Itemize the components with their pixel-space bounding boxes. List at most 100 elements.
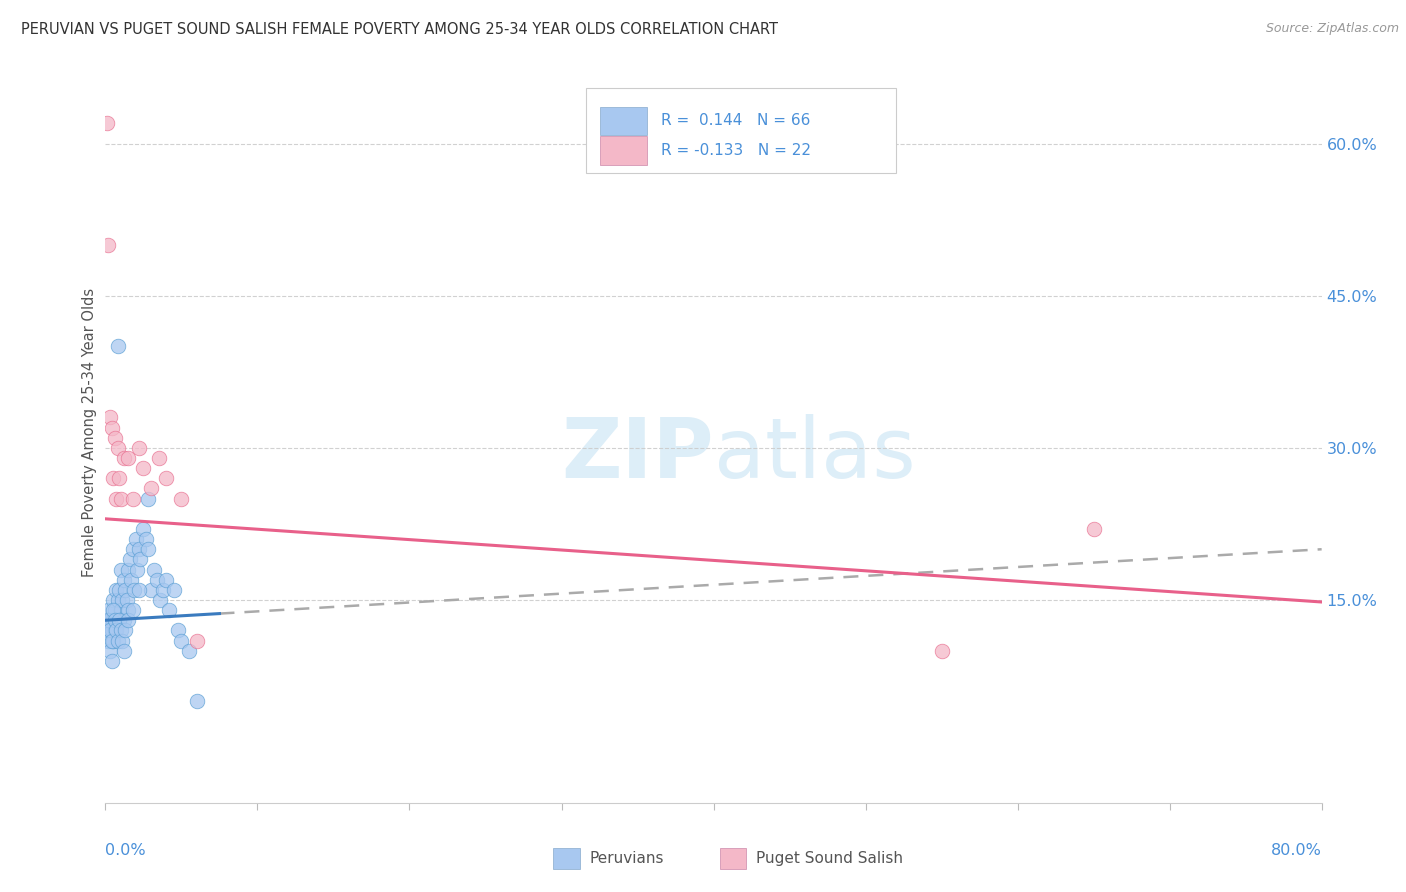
Point	[170, 491, 193, 506]
Point	[98, 643, 121, 657]
Point	[114, 624, 136, 638]
Point	[110, 603, 132, 617]
Point	[186, 694, 208, 708]
Text: Peruvians: Peruvians	[589, 851, 664, 866]
Point	[129, 552, 152, 566]
Point	[112, 450, 135, 465]
Point	[152, 582, 174, 597]
Point	[124, 582, 146, 597]
Bar	[600, 107, 647, 135]
Text: R =  0.144   N = 66: R = 0.144 N = 66	[661, 113, 811, 128]
Point	[118, 552, 141, 566]
Point	[103, 603, 125, 617]
Point	[107, 593, 129, 607]
Point	[111, 633, 134, 648]
Point	[100, 654, 122, 668]
Bar	[600, 136, 647, 165]
Point	[121, 542, 143, 557]
Point	[100, 633, 122, 648]
Point	[110, 491, 132, 506]
Point	[105, 613, 128, 627]
Point	[101, 593, 124, 607]
Point	[108, 582, 131, 597]
Point	[110, 624, 132, 638]
Bar	[553, 848, 579, 869]
Point	[148, 450, 170, 465]
Point	[139, 582, 162, 597]
Point	[112, 613, 135, 627]
Point	[97, 603, 120, 617]
Point	[96, 624, 118, 638]
Point	[101, 603, 124, 617]
Point	[167, 624, 190, 638]
Point	[100, 624, 122, 638]
Bar	[720, 848, 747, 869]
Point	[98, 613, 121, 627]
Point	[149, 593, 172, 607]
Point	[120, 573, 142, 587]
Point	[103, 624, 125, 638]
Point	[96, 116, 118, 130]
Point	[108, 471, 131, 485]
Point	[117, 603, 139, 617]
Point	[97, 238, 120, 252]
Point	[931, 643, 953, 657]
Point	[155, 573, 177, 587]
Text: Source: ZipAtlas.com: Source: ZipAtlas.com	[1265, 22, 1399, 36]
Point	[108, 613, 131, 627]
Point	[1083, 522, 1105, 536]
Point	[98, 624, 121, 638]
Point	[139, 482, 162, 496]
Point	[97, 613, 120, 627]
Point	[101, 471, 124, 485]
Point	[146, 573, 169, 587]
FancyBboxPatch shape	[586, 88, 896, 173]
Point	[105, 624, 128, 638]
Point	[112, 573, 135, 587]
Point	[128, 441, 150, 455]
Point	[117, 613, 139, 627]
Point	[117, 450, 139, 465]
Point	[136, 542, 159, 557]
Point	[143, 562, 166, 576]
Point	[101, 613, 124, 627]
Y-axis label: Female Poverty Among 25-34 Year Olds: Female Poverty Among 25-34 Year Olds	[82, 288, 97, 577]
Point	[110, 562, 132, 576]
Point	[135, 532, 157, 546]
Point	[108, 613, 131, 627]
Point	[157, 603, 180, 617]
Point	[107, 441, 129, 455]
Point	[115, 593, 138, 607]
Point	[97, 633, 120, 648]
Point	[103, 613, 125, 627]
Point	[170, 633, 193, 648]
Point	[177, 643, 200, 657]
Point	[98, 410, 121, 425]
Point	[128, 582, 150, 597]
Point	[111, 593, 134, 607]
Point	[132, 461, 155, 475]
Point	[114, 582, 136, 597]
Point	[186, 633, 208, 648]
Point	[117, 562, 139, 576]
Point	[155, 471, 177, 485]
Point	[121, 491, 143, 506]
Text: PERUVIAN VS PUGET SOUND SALISH FEMALE POVERTY AMONG 25-34 YEAR OLDS CORRELATION : PERUVIAN VS PUGET SOUND SALISH FEMALE PO…	[21, 22, 778, 37]
Point	[163, 582, 186, 597]
Point	[107, 633, 129, 648]
Point	[128, 542, 150, 557]
Text: atlas: atlas	[713, 414, 915, 495]
Text: Puget Sound Salish: Puget Sound Salish	[756, 851, 903, 866]
Point	[103, 431, 125, 445]
Point	[112, 643, 135, 657]
Point	[125, 532, 148, 546]
Point	[105, 491, 128, 506]
Point	[105, 582, 128, 597]
Point	[101, 633, 124, 648]
Point	[136, 491, 159, 506]
Point	[121, 603, 143, 617]
Text: 0.0%: 0.0%	[105, 843, 146, 858]
Point	[107, 339, 129, 353]
Point	[127, 562, 149, 576]
Text: ZIP: ZIP	[561, 414, 713, 495]
